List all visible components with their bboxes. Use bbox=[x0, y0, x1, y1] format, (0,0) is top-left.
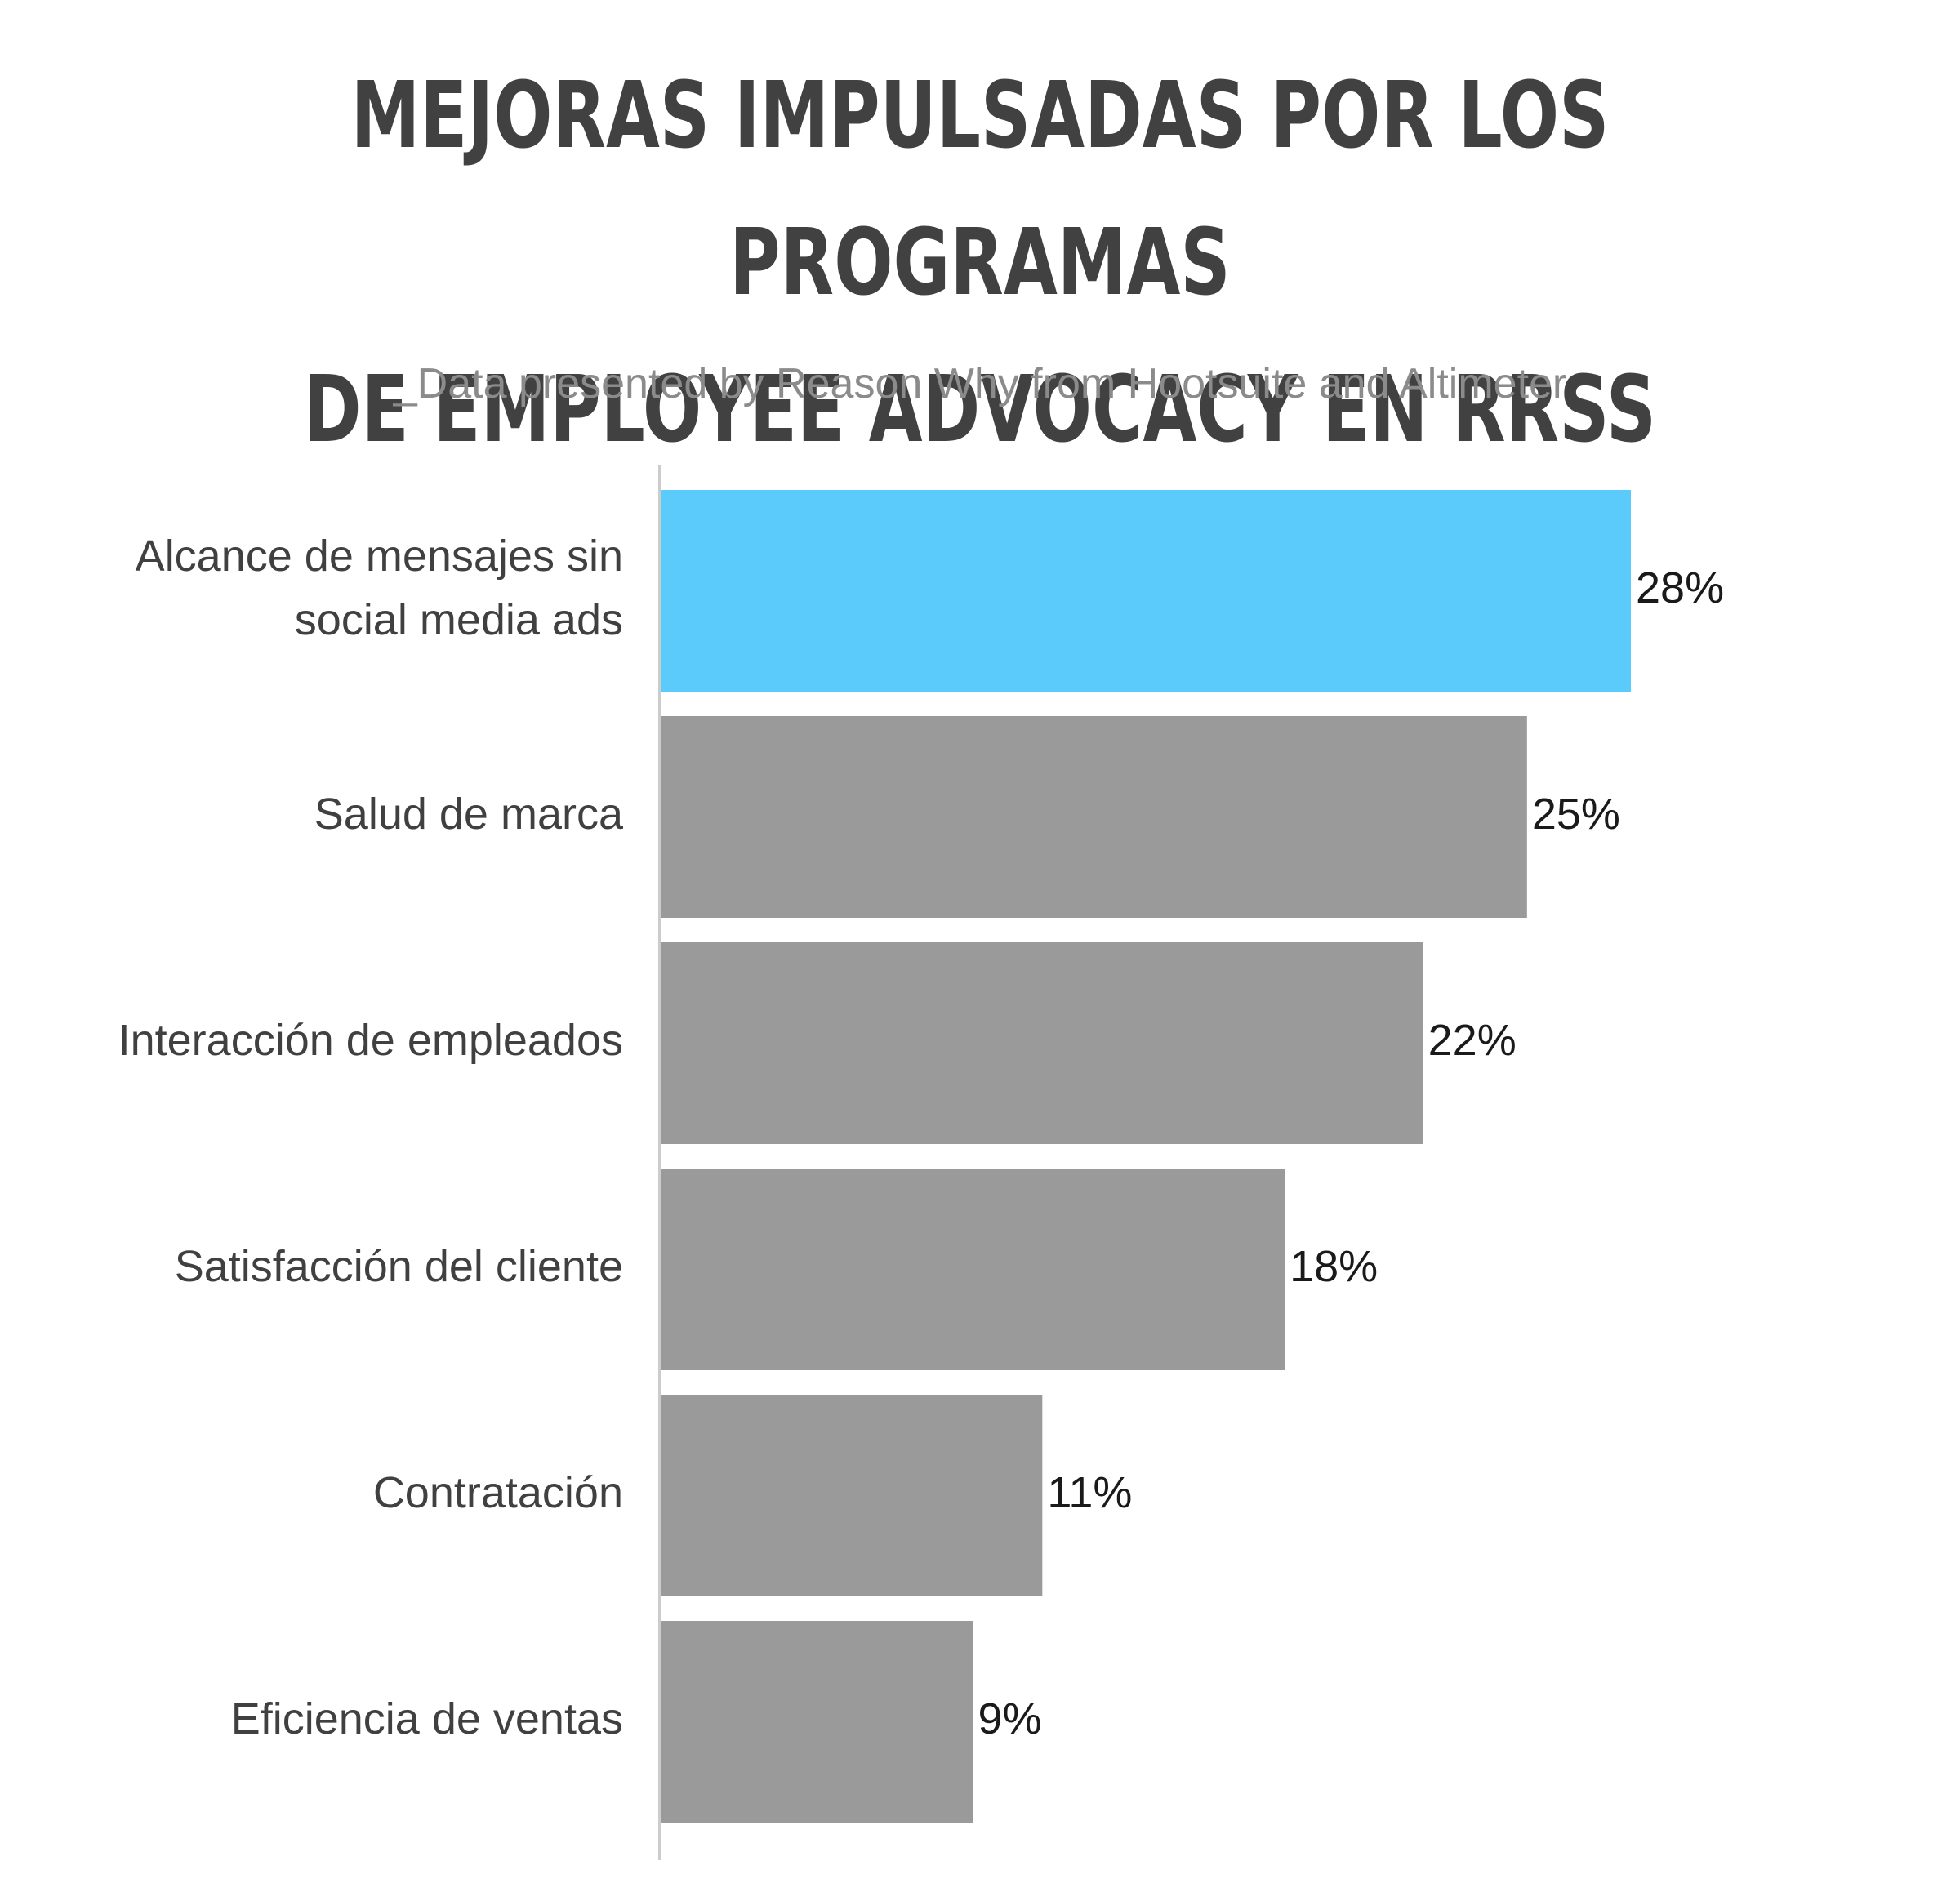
category-label-0: Alcance de mensajes sin social media ads bbox=[136, 532, 623, 644]
bar-2 bbox=[662, 942, 1423, 1144]
category-label-1-line-0: Salud de marca bbox=[314, 790, 624, 839]
chart-title: MEJORAS IMPULSADAS POR LOS PROGRAMAS DE … bbox=[235, 42, 1725, 483]
category-label-3-line-0: Satisfacción del cliente bbox=[175, 1242, 623, 1291]
value-label-0: 28% bbox=[1636, 563, 1724, 612]
category-label-5: Eficiencia de ventas bbox=[231, 1694, 623, 1743]
chart-title-line-2: DE EMPLOYEE ADVOCACY EN RRSS bbox=[303, 357, 1657, 463]
value-label-3: 18% bbox=[1290, 1242, 1378, 1291]
bar-1 bbox=[662, 716, 1527, 918]
chart-title-line-1: MEJORAS IMPULSADAS POR LOS PROGRAMAS bbox=[350, 63, 1610, 316]
chart-subtitle: _Data presented by Reason Why from Hoots… bbox=[393, 360, 1567, 407]
category-label-4: Contratación bbox=[373, 1468, 623, 1517]
category-label-3: Satisfacción del cliente bbox=[175, 1242, 623, 1291]
category-label-0-line-0: Alcance de mensajes sin bbox=[136, 532, 623, 581]
value-label-5: 9% bbox=[978, 1694, 1042, 1743]
value-label-1: 25% bbox=[1532, 790, 1620, 839]
bar-4 bbox=[662, 1395, 1043, 1596]
category-label-1: Salud de marca bbox=[314, 790, 624, 839]
value-label-2: 22% bbox=[1428, 1016, 1517, 1065]
value-label-4: 11% bbox=[1047, 1468, 1132, 1517]
category-label-0-line-1: social media ads bbox=[295, 595, 623, 644]
category-label-2-line-0: Interacción de empleados bbox=[118, 1016, 623, 1065]
category-label-2: Interacción de empleados bbox=[118, 1016, 623, 1065]
bar-0 bbox=[662, 490, 1631, 692]
bar-3 bbox=[662, 1169, 1285, 1370]
category-label-5-line-0: Eficiencia de ventas bbox=[231, 1694, 623, 1743]
category-label-4-line-0: Contratación bbox=[373, 1468, 623, 1517]
bar-5 bbox=[662, 1621, 973, 1823]
